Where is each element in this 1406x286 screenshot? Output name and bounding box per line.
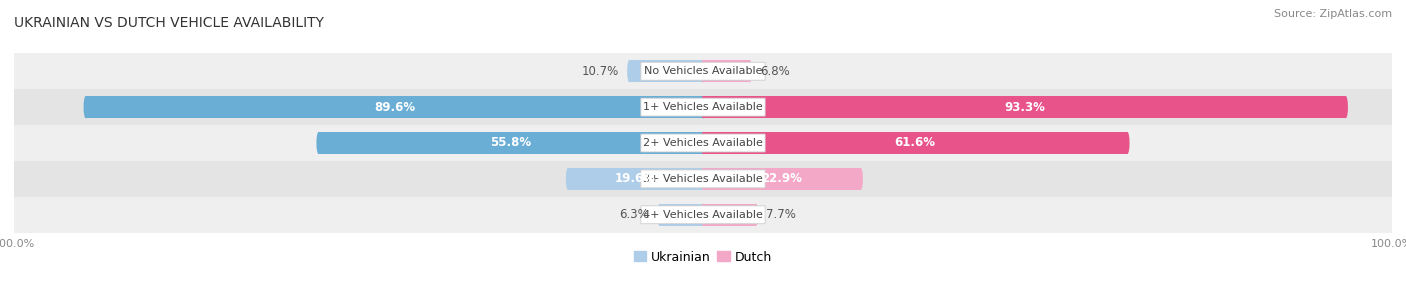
- Circle shape: [700, 132, 706, 154]
- Circle shape: [565, 168, 569, 190]
- Text: 4+ Vehicles Available: 4+ Vehicles Available: [643, 210, 763, 220]
- Circle shape: [859, 168, 863, 190]
- Circle shape: [748, 60, 752, 82]
- Text: 3+ Vehicles Available: 3+ Vehicles Available: [643, 174, 763, 184]
- FancyBboxPatch shape: [641, 170, 765, 188]
- Bar: [14, 161, 1392, 197]
- Text: 10.7%: 10.7%: [582, 65, 619, 78]
- Text: 6.8%: 6.8%: [761, 65, 790, 78]
- Text: 55.8%: 55.8%: [491, 136, 531, 150]
- Bar: [659, 204, 703, 226]
- Circle shape: [700, 168, 706, 190]
- Circle shape: [700, 168, 706, 190]
- Circle shape: [754, 204, 758, 226]
- Circle shape: [700, 204, 706, 226]
- Text: 93.3%: 93.3%: [1004, 101, 1045, 114]
- Bar: [703, 204, 756, 226]
- Circle shape: [83, 96, 87, 118]
- Text: 6.3%: 6.3%: [620, 208, 650, 221]
- Text: 7.7%: 7.7%: [766, 208, 796, 221]
- FancyBboxPatch shape: [641, 206, 765, 224]
- Bar: [14, 125, 1392, 161]
- Circle shape: [658, 204, 662, 226]
- FancyBboxPatch shape: [641, 62, 765, 80]
- Text: No Vehicles Available: No Vehicles Available: [644, 66, 762, 76]
- Text: 19.6%: 19.6%: [614, 172, 657, 185]
- Bar: [630, 60, 703, 82]
- Circle shape: [316, 132, 321, 154]
- Circle shape: [627, 60, 631, 82]
- Bar: [14, 197, 1392, 233]
- Text: 1+ Vehicles Available: 1+ Vehicles Available: [643, 102, 763, 112]
- Text: 2+ Vehicles Available: 2+ Vehicles Available: [643, 138, 763, 148]
- Circle shape: [700, 60, 706, 82]
- Circle shape: [700, 60, 706, 82]
- Bar: [14, 53, 1392, 89]
- Bar: [86, 96, 703, 118]
- Text: 22.9%: 22.9%: [762, 172, 803, 185]
- Circle shape: [1125, 132, 1129, 154]
- FancyBboxPatch shape: [641, 134, 765, 152]
- Circle shape: [1344, 96, 1348, 118]
- Text: UKRAINIAN VS DUTCH VEHICLE AVAILABILITY: UKRAINIAN VS DUTCH VEHICLE AVAILABILITY: [14, 16, 323, 30]
- Bar: [703, 132, 1128, 154]
- Circle shape: [700, 96, 706, 118]
- Bar: [319, 132, 703, 154]
- FancyBboxPatch shape: [641, 98, 765, 116]
- Circle shape: [700, 132, 706, 154]
- Text: 89.6%: 89.6%: [374, 101, 415, 114]
- Text: Source: ZipAtlas.com: Source: ZipAtlas.com: [1274, 9, 1392, 19]
- Text: 61.6%: 61.6%: [894, 136, 936, 150]
- Bar: [703, 96, 1346, 118]
- Circle shape: [700, 96, 706, 118]
- Bar: [703, 60, 749, 82]
- Bar: [14, 89, 1392, 125]
- Bar: [703, 168, 860, 190]
- Legend: Ukrainian, Dutch: Ukrainian, Dutch: [628, 246, 778, 269]
- Circle shape: [700, 204, 706, 226]
- Bar: [568, 168, 703, 190]
